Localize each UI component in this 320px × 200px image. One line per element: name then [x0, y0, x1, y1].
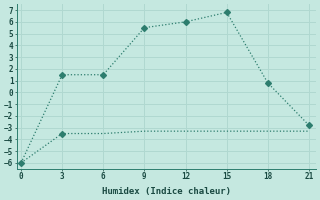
X-axis label: Humidex (Indice chaleur): Humidex (Indice chaleur)	[102, 187, 231, 196]
